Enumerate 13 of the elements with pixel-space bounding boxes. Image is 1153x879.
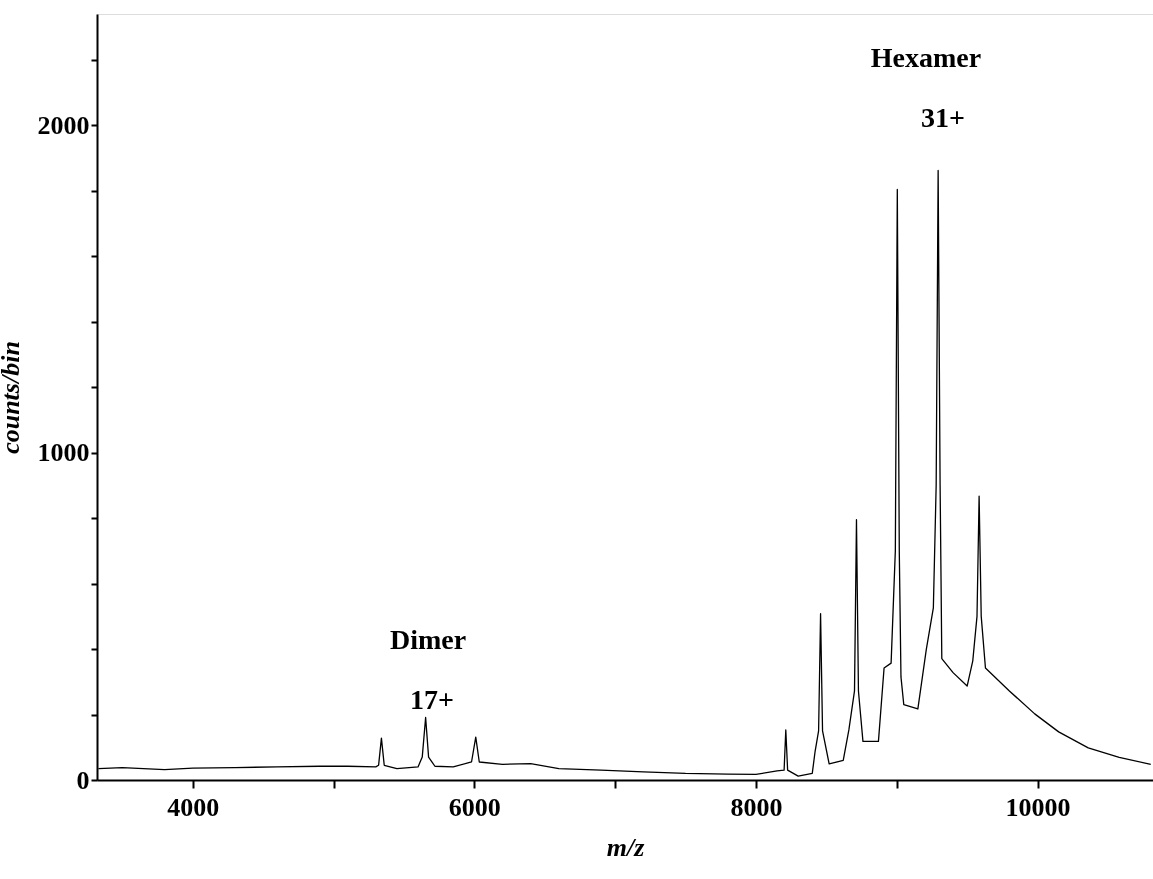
y-tick-label: 0 (76, 765, 90, 795)
y-tick-label: 1000 (37, 438, 90, 468)
annotation: 17+ (410, 684, 454, 715)
x-tick-label: 8000 (730, 792, 783, 822)
x-tick-label: 6000 (448, 792, 501, 822)
annotation: Dimer (389, 624, 467, 655)
x-axis-title: m/z (606, 832, 646, 862)
y-tick-label: 2000 (37, 110, 90, 140)
annotation: Hexamer (870, 42, 982, 73)
annotation: 31+ (921, 102, 965, 133)
x-tick-label: 4000 (167, 792, 220, 822)
x-tick-label: 10000 (1005, 792, 1071, 822)
y-axis-title: counts/bin (0, 341, 25, 454)
